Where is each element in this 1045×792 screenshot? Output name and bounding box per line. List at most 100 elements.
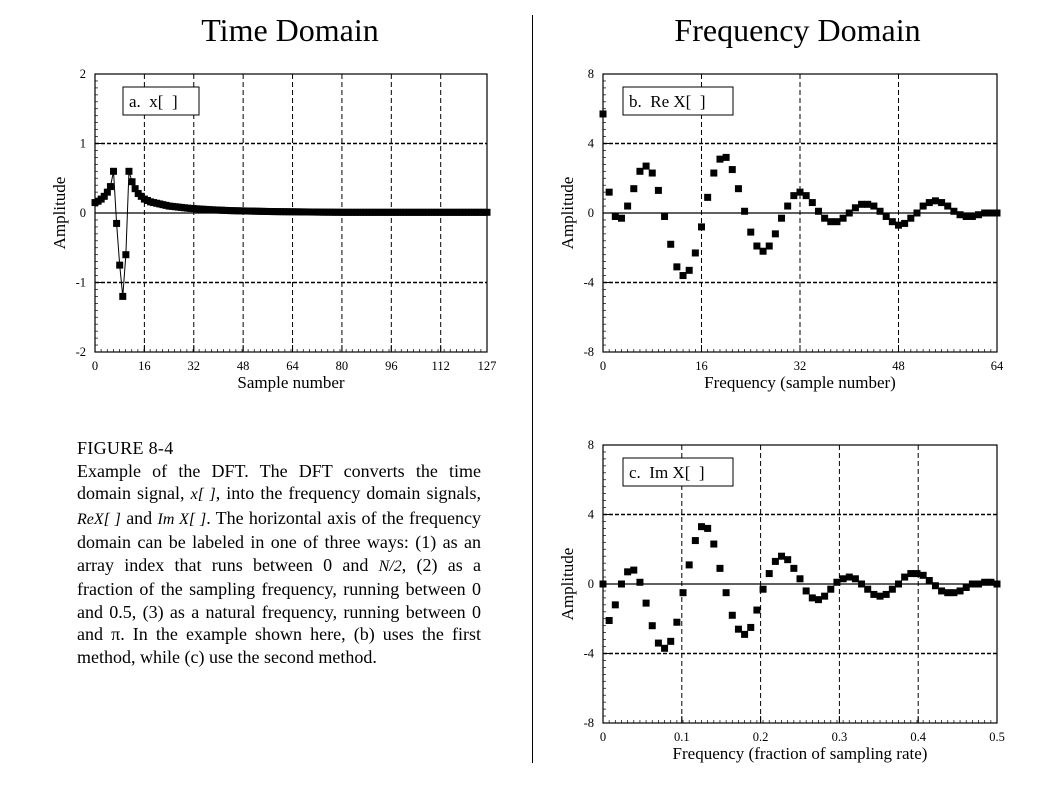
data-point [827,218,835,226]
data-point [667,637,675,645]
time-domain-heading: Time Domain [201,12,379,48]
y-axis-label: Amplitude [558,548,577,621]
chart-label: b. Re X[ ] [629,92,705,111]
data-point [630,566,638,574]
data-point [648,622,656,630]
data-point [728,611,736,619]
data-point [919,571,927,579]
data-point [106,183,114,191]
data-point [870,590,878,598]
caption-text: Example of the DFT. The DFT converts the… [77,460,481,669]
y-tick-label: -8 [584,716,594,730]
data-point [648,169,656,177]
chart-a: 0 16 32 48 64 80 96 112 127 -2 -1 0 1 2 Sample number A… [50,67,496,392]
data-point [975,211,983,219]
data-point [100,192,108,200]
data-point [636,167,644,175]
data-point [962,212,970,220]
x-tick-label: 48 [892,359,905,373]
data-point [907,570,915,578]
y-tick-label: 0 [80,206,86,220]
chart-label-box [622,457,734,487]
column-divider [532,15,533,763]
data-point [747,623,755,631]
data-point [913,570,921,578]
data-point [802,192,810,200]
data-point [833,218,841,226]
y-tick-label: -8 [584,345,594,359]
data-point [827,585,835,593]
chart-label: c. Im X[ ] [629,463,705,482]
frequency-domain-heading: Frequency Domain [674,12,921,48]
y-axis-label: Amplitude [50,177,69,250]
data-point [858,580,866,588]
data-point [483,208,491,216]
caption-part: Example of the DFT. The DFT converts the… [77,460,481,504]
data-point [975,580,983,588]
data-point [895,221,902,229]
data-point [605,616,613,624]
data-point [845,209,853,217]
data-point [968,212,976,220]
data-point [128,178,136,186]
x-tick-label: 96 [385,359,398,373]
data-point [956,587,964,595]
data-point [599,110,607,118]
caption-part: and [120,507,158,528]
data-point [851,204,859,212]
data-point [673,263,681,271]
data-point [882,212,890,220]
data-point [845,573,853,581]
data-point [901,573,909,581]
data-point [888,585,896,593]
data-point [771,230,779,238]
caption-part: N/2 [378,557,402,575]
data-point [722,589,730,597]
data-point [624,568,632,576]
x-axis-label: Sample number [237,373,345,392]
data-point [116,261,124,269]
y-tick-label: 0 [588,577,594,591]
data-point [950,207,958,215]
caption-part: , (2) as a fraction of the sampling freq… [77,554,481,645]
data-point [962,583,970,591]
figure-caption: FIGURE 8-4 Example of the DFT. The DFT c… [77,437,481,668]
data-point [931,197,939,205]
x-tick-label: 0.2 [753,730,769,744]
data-point [925,199,933,207]
data-point [630,185,638,193]
data-point [833,578,841,586]
data-point [790,564,798,572]
data-point [839,214,847,222]
data-point [710,169,718,177]
data-point [919,202,927,210]
data-point [876,207,884,215]
y-tick-label: 1 [80,137,86,151]
x-tick-label: 32 [188,359,201,373]
y-tick-label: 2 [80,67,86,81]
x-tick-label: 0 [92,359,98,373]
data-point [987,209,995,217]
data-point [673,618,681,626]
y-tick-label: -2 [76,345,86,359]
x-tick-label: 0.3 [832,730,848,744]
data-point [778,552,786,560]
data-point [704,524,712,532]
data-point [759,247,767,255]
data-point [661,644,669,652]
x-tick-label: 0 [600,359,606,373]
data-point [710,540,718,548]
data-point [691,537,699,545]
caption-part: π [111,624,121,644]
data-point [716,155,724,163]
y-tick-label: 8 [588,438,594,452]
data-point [654,186,662,194]
data-point [642,162,650,170]
data-point [747,228,755,236]
data-point [981,578,989,586]
data-point [679,589,687,597]
data-point [113,219,121,227]
x-tick-label: 112 [432,359,450,373]
data-point [734,625,742,633]
